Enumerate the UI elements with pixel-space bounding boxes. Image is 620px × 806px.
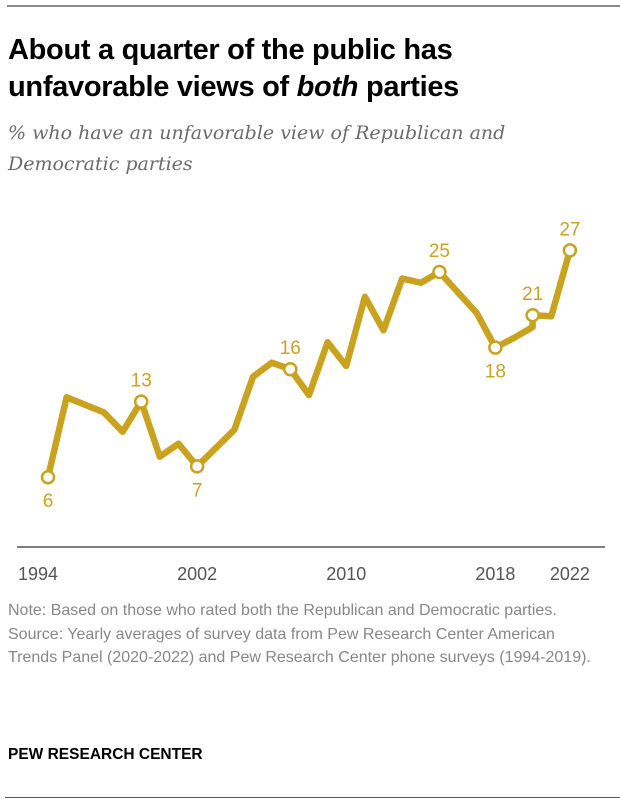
x-tick-label: 2002 [177, 564, 217, 584]
x-tick-label: 2010 [326, 564, 366, 584]
title-emphasis: both [296, 71, 359, 103]
chart-title: About a quarter of the public has unfavo… [8, 32, 608, 106]
title-text-end: parties [358, 71, 459, 103]
data-point-marker [283, 361, 298, 377]
note-text: Note: Based on those who rated both the … [8, 602, 557, 619]
data-label: 25 [429, 241, 450, 262]
footnote: Note: Based on those who rated both the … [8, 599, 608, 670]
x-tick-label: 2022 [550, 564, 590, 584]
data-label: 6 [43, 491, 54, 512]
x-tick-label: 1994 [18, 564, 58, 584]
data-point-marker [189, 459, 205, 474]
series-line [44, 247, 574, 481]
data-point-marker [133, 394, 149, 409]
line-chart: 1994 2002 2010 2018 2022 6 13 7 16 25 18 21 27 [17, 219, 605, 584]
title-text: About a quarter of the public has unfavo… [8, 34, 453, 103]
data-label: 21 [522, 284, 543, 305]
data-label: 16 [280, 338, 301, 359]
data-point-marker [432, 264, 447, 280]
source-text: Source: Yearly averages of survey data f… [8, 625, 591, 667]
data-label: 13 [131, 371, 152, 392]
brand-logo-text: PEW RESEARCH CENTER [8, 746, 203, 763]
data-point-marker [40, 469, 56, 485]
data-point-marker [562, 243, 578, 258]
data-label: 27 [559, 219, 580, 240]
data-label: 18 [485, 362, 506, 383]
data-label: 7 [192, 480, 203, 501]
data-point-marker [525, 307, 540, 323]
data-point-marker [488, 340, 503, 355]
top-rule [7, 5, 620, 7]
x-tick-label: 2018 [475, 564, 515, 584]
bottom-rule [5, 797, 620, 798]
chart-subtitle: % who have an unfavorable view of Republ… [8, 122, 506, 175]
